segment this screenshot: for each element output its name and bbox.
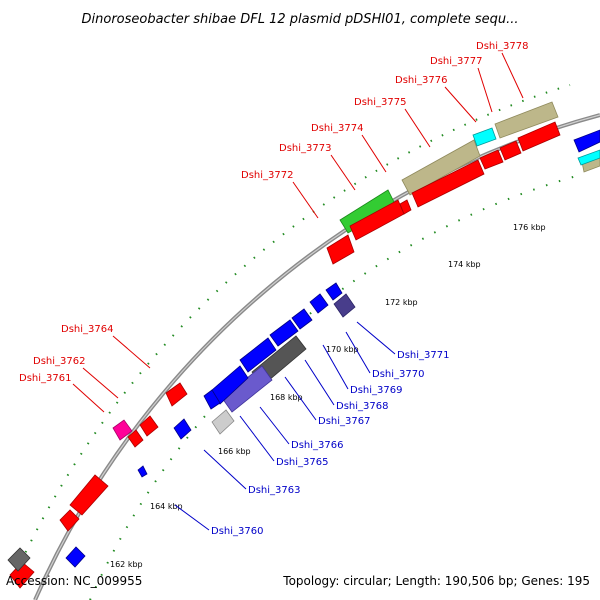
kbp-tick-label: 162 kbp: [110, 560, 143, 569]
forward-gene-label[interactable]: Dshi_3774: [311, 123, 363, 134]
reverse-gene-label[interactable]: Dshi_3768: [336, 401, 388, 412]
forward-gene-label[interactable]: Dshi_3772: [241, 170, 293, 181]
reverse-gene-label[interactable]: Dshi_3760: [211, 526, 263, 537]
reverse-gene[interactable]: [291, 308, 313, 330]
reverse-label-leader: [345, 331, 371, 374]
forward-gene[interactable]: [165, 382, 188, 407]
forward-gene[interactable]: [517, 121, 561, 152]
forward-label-leader: [292, 181, 319, 219]
forward-gene[interactable]: [499, 140, 522, 161]
reverse-gene-label[interactable]: Dshi_3771: [397, 350, 449, 361]
reverse-gene-labels: Dshi_3771 Dshi_3770 Dshi_3769 Dshi_3768 Dshi…: [174, 321, 449, 537]
forward-gene[interactable]: [411, 159, 485, 208]
backbone-highlight: [34, 114, 600, 600]
region-features: [7, 293, 356, 572]
gray-region-block[interactable]: [211, 409, 235, 435]
forward-label-leader: [112, 335, 151, 369]
repeat-features: [472, 127, 600, 166]
kbp-tick-label: 166 kbp: [218, 447, 251, 456]
reverse-label-leader: [304, 359, 335, 406]
mobile-element-block[interactable]: [494, 101, 559, 139]
reverse-gene[interactable]: [65, 546, 86, 568]
forward-gene[interactable]: [59, 509, 80, 532]
kbp-tick-label: 172 kbp: [385, 298, 418, 307]
reverse-gene-label[interactable]: Dshi_3770: [372, 369, 424, 380]
reverse-strand-genes: [65, 129, 600, 568]
reverse-label-leader: [284, 376, 317, 421]
reverse-gene-label[interactable]: Dshi_3767: [318, 416, 370, 427]
forward-gene-label[interactable]: Dshi_3778: [476, 41, 528, 52]
reverse-gene[interactable]: [239, 337, 277, 373]
forward-gene-label[interactable]: Dshi_3776: [395, 75, 447, 86]
forward-label-leader: [404, 108, 431, 148]
reverse-label-leader: [239, 415, 275, 462]
kbp-tick-label: 168 kbp: [270, 393, 303, 402]
violet-region-block[interactable]: [221, 365, 273, 413]
reverse-gene-label[interactable]: Dshi_3766: [291, 440, 343, 451]
reverse-label-leader: [174, 504, 210, 531]
reverse-label-leader: [203, 449, 247, 490]
reverse-gene-label[interactable]: Dshi_3763: [248, 485, 300, 496]
dark-region-block[interactable]: [7, 547, 31, 572]
reverse-label-leader: [259, 406, 290, 445]
forward-gene[interactable]: [127, 429, 144, 448]
violet-region-block[interactable]: [333, 293, 356, 318]
map-title: Dinoroseobacter shibae DFL 12 plasmid pD…: [82, 12, 519, 27]
reverse-gene-label[interactable]: Dshi_3769: [350, 385, 402, 396]
forward-gene[interactable]: [479, 149, 504, 170]
mobile-element-block[interactable]: [401, 139, 481, 196]
forward-label-leader: [330, 154, 356, 191]
repeat-block[interactable]: [472, 127, 497, 147]
summary-text: Topology: circular; Length: 190,506 bp; …: [282, 574, 590, 588]
forward-gene-labels: Dshi_3778 Dshi_3777 Dshi_3776 Dshi_3775 Dshi…: [19, 41, 528, 413]
forward-gene-label[interactable]: Dshi_3762: [33, 356, 85, 367]
forward-gene[interactable]: [69, 474, 109, 516]
reverse-gene-label[interactable]: Dshi_3765: [276, 457, 328, 468]
forward-gene[interactable]: [326, 234, 355, 265]
reverse-gene[interactable]: [573, 129, 600, 153]
forward-gene[interactable]: [139, 415, 159, 437]
forward-gene-label[interactable]: Dshi_3761: [19, 373, 71, 384]
forward-gene-label[interactable]: Dshi_3764: [61, 324, 113, 335]
reverse-gene[interactable]: [325, 282, 343, 301]
kbp-tick-label: 174 kbp: [448, 260, 481, 269]
forward-gene[interactable]: [399, 199, 412, 215]
reverse-label-leader: [356, 321, 396, 355]
forward-gene-label[interactable]: Dshi_3775: [354, 97, 406, 108]
forward-label-leader: [444, 86, 477, 123]
forward-label-leader: [361, 134, 387, 173]
kbp-tick-label: 176 kbp: [513, 223, 546, 232]
reverse-gene[interactable]: [309, 293, 329, 314]
accession-text: Accession: NC_009955: [6, 574, 142, 588]
reverse-gene[interactable]: [173, 418, 192, 440]
forward-label-leader: [72, 383, 105, 413]
reverse-gene[interactable]: [203, 389, 221, 410]
forward-gene-label[interactable]: Dshi_3773: [279, 143, 331, 154]
reverse-gene[interactable]: [269, 319, 299, 347]
reverse-label-leader: [322, 344, 349, 390]
sequence-backbone: [33, 113, 600, 600]
reverse-gene[interactable]: [137, 465, 148, 478]
forward-gene-label[interactable]: Dshi_3777: [430, 56, 482, 67]
kbp-tick-label: 170 kbp: [326, 345, 359, 354]
forward-label-leader: [82, 367, 119, 399]
pseudo-gene[interactable]: [112, 419, 133, 441]
repeat-block[interactable]: [577, 149, 600, 166]
pseudo-features: [112, 419, 133, 441]
forward-label-leader: [501, 52, 524, 99]
forward-label-leader: [477, 67, 493, 113]
kbp-tick-labels: 162 kbp 164 kbp 166 kbp 168 kbp 170 kbp 172 k…: [110, 223, 546, 569]
kbp-tick-label: 164 kbp: [150, 502, 183, 511]
